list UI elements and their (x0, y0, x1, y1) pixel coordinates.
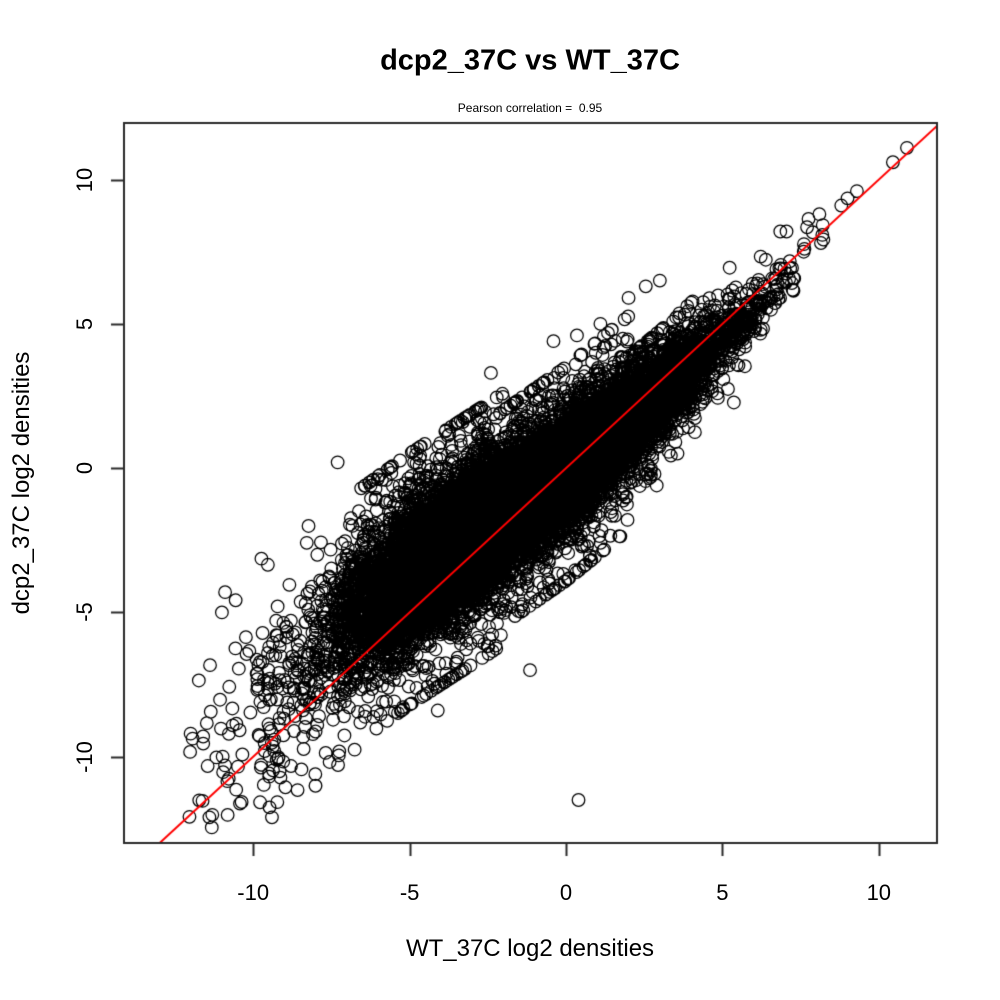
x-axis-label: WT_37C log2 densities (405, 935, 655, 962)
y-tick-label: 5 (72, 317, 97, 330)
y-tick-label: 0 (72, 462, 97, 475)
x-tick-label: -10 (237, 880, 270, 905)
y-tick-label: 10 (72, 167, 97, 192)
x-tick-label: -5 (399, 880, 420, 905)
x-tick-label: 0 (559, 880, 573, 905)
chart-subtitle-pearson-correlation: Pearson correlation = 0.95 (457, 101, 603, 115)
y-tick-label: -5 (72, 602, 97, 623)
y-axis-label: dcp2_37C log2 densities (8, 351, 35, 615)
x-tick-label: 10 (866, 880, 892, 905)
chart-title: dcp2_37C vs WT_37C (380, 44, 680, 77)
y-tick-label: -10 (72, 740, 97, 773)
x-tick-label: 5 (716, 880, 729, 905)
